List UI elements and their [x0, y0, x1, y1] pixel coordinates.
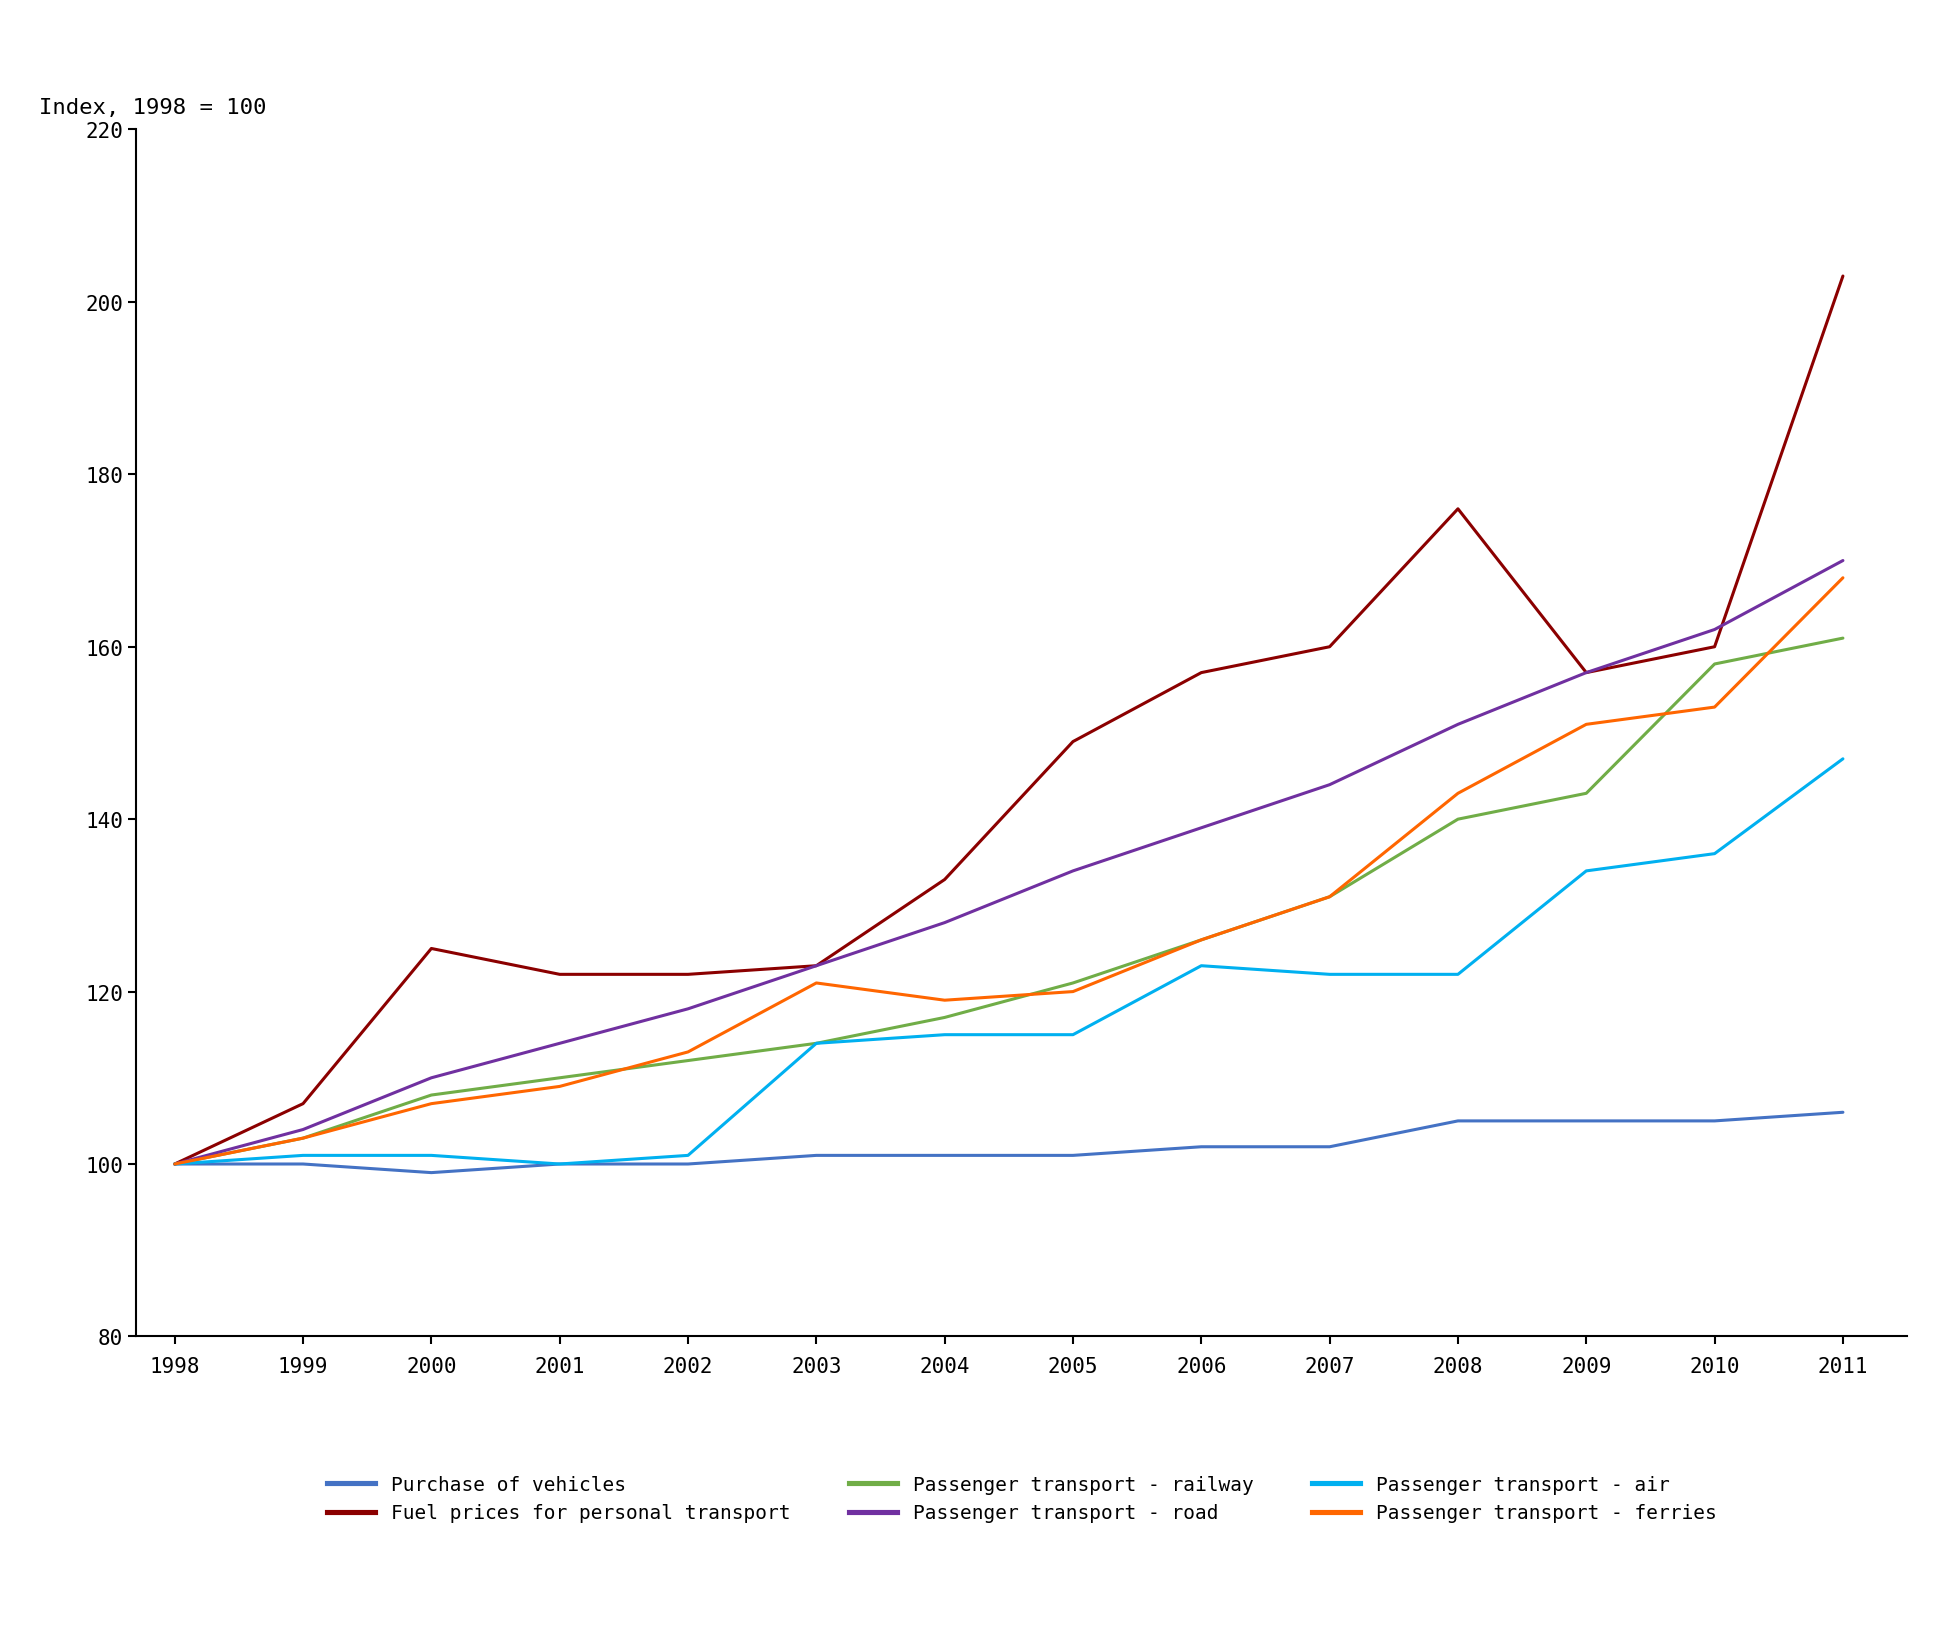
Passenger transport - railway — [677, 1051, 701, 1071]
Legend: Purchase of vehicles, Fuel prices for personal transport, Passenger transport - : Purchase of vehicles, Fuel prices for pe… — [319, 1467, 1724, 1531]
Passenger transport - road — [804, 957, 827, 976]
Passenger transport - road — [1574, 663, 1598, 683]
Passenger transport - road — [163, 1154, 187, 1174]
Fuel prices for personal transport — [1831, 267, 1855, 287]
Passenger transport - road — [677, 999, 701, 1019]
Purchase of vehicles — [163, 1154, 187, 1174]
Fuel prices for personal transport — [804, 957, 827, 976]
Purchase of vehicles — [932, 1146, 955, 1165]
Line: Fuel prices for personal transport: Fuel prices for personal transport — [175, 277, 1843, 1164]
Passenger transport - air — [1061, 1025, 1084, 1045]
Purchase of vehicles — [804, 1146, 827, 1165]
Passenger transport - railway — [932, 1007, 955, 1027]
Line: Passenger transport - air: Passenger transport - air — [175, 760, 1843, 1164]
Passenger transport - railway — [420, 1086, 444, 1105]
Passenger transport - road — [549, 1033, 572, 1053]
Passenger transport - road — [1446, 716, 1469, 735]
Passenger transport - railway — [1189, 931, 1212, 950]
Passenger transport - ferries — [1317, 887, 1341, 906]
Passenger transport - railway — [1703, 655, 1726, 675]
Passenger transport - ferries — [1831, 569, 1855, 588]
Passenger transport - air — [1189, 957, 1212, 976]
Fuel prices for personal transport — [1446, 500, 1469, 520]
Passenger transport - ferries — [804, 973, 827, 993]
Passenger transport - road — [420, 1068, 444, 1087]
Passenger transport - ferries — [420, 1094, 444, 1113]
Fuel prices for personal transport — [1574, 663, 1598, 683]
Purchase of vehicles — [1574, 1112, 1598, 1131]
Passenger transport - ferries — [677, 1043, 701, 1063]
Line: Passenger transport - railway: Passenger transport - railway — [175, 639, 1843, 1164]
Passenger transport - railway — [292, 1128, 315, 1148]
Purchase of vehicles — [1446, 1112, 1469, 1131]
Fuel prices for personal transport — [420, 939, 444, 958]
Purchase of vehicles — [292, 1154, 315, 1174]
Passenger transport - air — [1574, 862, 1598, 882]
Passenger transport - ferries — [1061, 983, 1084, 1002]
Passenger transport - air — [420, 1146, 444, 1165]
Purchase of vehicles — [677, 1154, 701, 1174]
Fuel prices for personal transport — [932, 870, 955, 890]
Passenger transport - road — [1317, 776, 1341, 795]
Fuel prices for personal transport — [1189, 663, 1212, 683]
Purchase of vehicles — [1317, 1138, 1341, 1157]
Purchase of vehicles — [1061, 1146, 1084, 1165]
Passenger transport - ferries — [1703, 698, 1726, 717]
Passenger transport - road — [1061, 862, 1084, 882]
Passenger transport - railway — [1061, 973, 1084, 993]
Passenger transport - ferries — [1189, 931, 1212, 950]
Purchase of vehicles — [1189, 1138, 1212, 1157]
Fuel prices for personal transport — [1061, 732, 1084, 751]
Purchase of vehicles — [549, 1154, 572, 1174]
Passenger transport - railway — [1317, 887, 1341, 906]
Line: Purchase of vehicles: Purchase of vehicles — [175, 1113, 1843, 1174]
Passenger transport - ferries — [932, 991, 955, 1011]
Fuel prices for personal transport — [292, 1094, 315, 1113]
Passenger transport - ferries — [1446, 784, 1469, 804]
Passenger transport - air — [1446, 965, 1469, 985]
Passenger transport - railway — [163, 1154, 187, 1174]
Passenger transport - air — [677, 1146, 701, 1165]
Passenger transport - railway — [1574, 784, 1598, 804]
Passenger transport - road — [1189, 818, 1212, 838]
Passenger transport - road — [292, 1120, 315, 1139]
Purchase of vehicles — [1831, 1104, 1855, 1123]
Text: Index, 1998 = 100: Index, 1998 = 100 — [39, 98, 267, 119]
Fuel prices for personal transport — [677, 965, 701, 985]
Passenger transport - railway — [1831, 629, 1855, 649]
Fuel prices for personal transport — [1703, 637, 1726, 657]
Passenger transport - air — [1831, 750, 1855, 769]
Purchase of vehicles — [420, 1164, 444, 1183]
Fuel prices for personal transport — [549, 965, 572, 985]
Purchase of vehicles — [1703, 1112, 1726, 1131]
Passenger transport - air — [163, 1154, 187, 1174]
Passenger transport - air — [549, 1154, 572, 1174]
Passenger transport - railway — [804, 1033, 827, 1053]
Passenger transport - ferries — [1574, 716, 1598, 735]
Passenger transport - air — [932, 1025, 955, 1045]
Passenger transport - road — [1703, 621, 1726, 641]
Line: Passenger transport - ferries: Passenger transport - ferries — [175, 579, 1843, 1164]
Passenger transport - railway — [1446, 810, 1469, 830]
Passenger transport - ferries — [292, 1128, 315, 1148]
Passenger transport - ferries — [163, 1154, 187, 1174]
Fuel prices for personal transport — [1317, 637, 1341, 657]
Passenger transport - air — [1317, 965, 1341, 985]
Passenger transport - ferries — [549, 1077, 572, 1097]
Line: Passenger transport - road: Passenger transport - road — [175, 561, 1843, 1164]
Passenger transport - air — [804, 1033, 827, 1053]
Passenger transport - air — [292, 1146, 315, 1165]
Passenger transport - railway — [549, 1068, 572, 1087]
Fuel prices for personal transport — [163, 1154, 187, 1174]
Passenger transport - air — [1703, 844, 1726, 864]
Passenger transport - road — [932, 913, 955, 932]
Passenger transport - road — [1831, 551, 1855, 570]
